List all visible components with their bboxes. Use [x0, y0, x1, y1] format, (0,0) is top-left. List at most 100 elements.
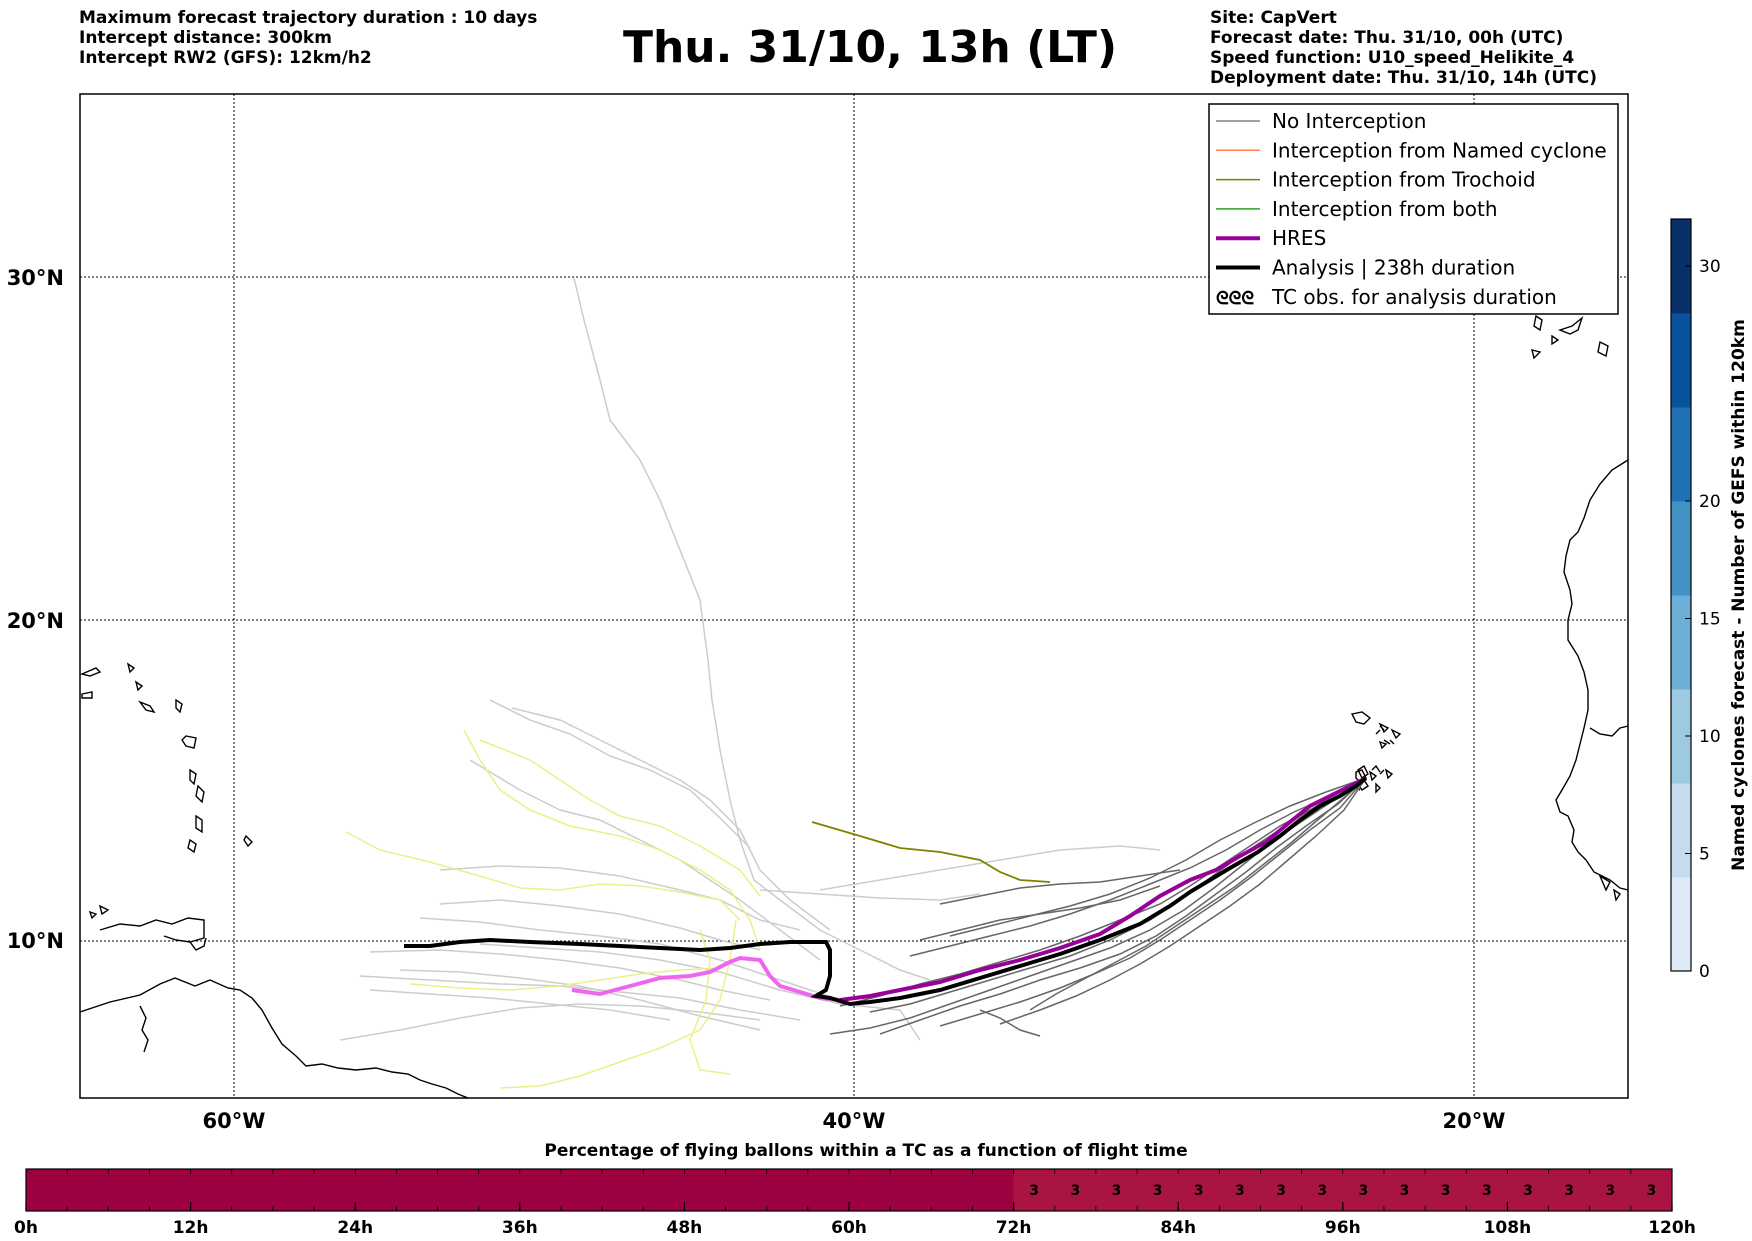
track	[979, 1009, 1041, 1037]
cyclone-symbol-icon: ᘓᘓᘓ	[1216, 288, 1254, 309]
track	[759, 889, 981, 901]
trajectories-yellow	[345, 729, 761, 1089]
legend-label: Interception from Named cyclone	[1272, 138, 1607, 162]
hres-track-early	[571, 955, 841, 1002]
timeline-tick-label: 120h	[1648, 1218, 1696, 1238]
colorbar-tick-label: 15	[1699, 610, 1721, 630]
venezuela-islands	[99, 917, 205, 943]
south-america-coast	[80, 977, 469, 1098]
trajectory-trochoid-interception	[811, 821, 1051, 883]
track	[339, 1003, 761, 1041]
speed-function: Speed function: U10_speed_Helikite_4	[1210, 48, 1575, 68]
legend-box	[1208, 103, 1619, 315]
timeline-cell-value: 3	[1112, 1183, 1122, 1199]
caribbean-islets	[80, 662, 253, 920]
legend-item: Interception from both	[1216, 197, 1498, 221]
timeline-tick-label: 84h	[1160, 1218, 1196, 1238]
hres-track	[839, 776, 1367, 1002]
colorbar-cell	[1671, 407, 1691, 502]
timeline-tick-label: 48h	[667, 1218, 703, 1238]
timeline-tick-label: 60h	[831, 1218, 867, 1238]
timeline-title: Percentage of flying ballons within a TC…	[544, 1141, 1187, 1161]
timeline-cell-value: 3	[1194, 1183, 1204, 1199]
timeline-tick-label: 24h	[337, 1218, 373, 1238]
legend-label: No Interception	[1272, 109, 1426, 133]
lat-label-20n: 20°N	[7, 609, 64, 633]
timeline-tick-label: 12h	[173, 1218, 209, 1238]
colorbar-tick-label: 5	[1699, 845, 1710, 865]
colorbar-cell	[1671, 595, 1691, 690]
colorbar-cell	[1671, 877, 1691, 972]
track	[939, 777, 1367, 1027]
legend-item: Interception from Named cyclone	[1216, 138, 1607, 162]
forecast-parameters: Maximum forecast trajectory duration : 1…	[79, 8, 537, 68]
senegal-coast	[1589, 725, 1628, 737]
track	[819, 845, 1161, 891]
canary-islands	[1531, 314, 1609, 360]
track	[689, 929, 731, 1075]
timeline-cell-value: 3	[1317, 1183, 1327, 1199]
colorbar-cell	[1671, 501, 1691, 596]
legend-label: HRES	[1272, 226, 1326, 250]
track	[511, 707, 831, 931]
param-duration: Maximum forecast trajectory duration : 1…	[79, 8, 538, 28]
legend-item: ᘓᘓᘓ TC obs. for analysis duration	[1216, 285, 1557, 309]
legend-label: Interception from both	[1272, 197, 1498, 221]
site-info: Site: CapVert Forecast date: Thu. 31/10,…	[1210, 8, 1597, 88]
legend: No Interception Interception from Named c…	[1208, 103, 1619, 315]
colorbar-label: Named cyclones forecast - Number of GEFS…	[1729, 319, 1749, 871]
lat-label-10n: 10°N	[7, 929, 64, 953]
coastlines	[80, 314, 1628, 1098]
guyana-coast	[139, 1005, 149, 1053]
cape-verde-south	[1357, 764, 1369, 780]
colorbar-cell	[1671, 689, 1691, 784]
legend-item: No Interception	[1216, 109, 1426, 133]
track	[1029, 777, 1367, 1011]
flight-time-timeline: Percentage of flying ballons within a TC…	[14, 1141, 1696, 1238]
site-name: Site: CapVert	[1210, 8, 1337, 28]
timeline-tick-label: 108h	[1484, 1218, 1532, 1238]
lon-label-60w: 60°W	[203, 1109, 266, 1133]
legend-label: Analysis | 238h duration	[1272, 256, 1515, 280]
timeline-tick-label: 0h	[14, 1218, 38, 1238]
track	[573, 277, 931, 981]
lesser-antilles	[181, 735, 205, 854]
track	[499, 919, 737, 1089]
legend-item: Analysis | 238h duration	[1216, 256, 1515, 280]
lat-label-30n: 30°N	[7, 266, 64, 290]
track	[369, 949, 771, 1001]
trinidad	[189, 937, 207, 951]
colorbar-frame	[1670, 218, 1692, 972]
timeline-cell-value: 3	[1605, 1183, 1615, 1199]
timeline-tick-label: 96h	[1325, 1218, 1361, 1238]
colorbar-tick-label: 30	[1699, 257, 1721, 277]
colorbar-tick-label: 20	[1699, 492, 1721, 512]
colorbar: 0 5 10 15 20 30 Named cyclones forecast - Num…	[1670, 218, 1749, 982]
timeline-cell-value: 3	[1153, 1183, 1163, 1199]
analysis-track	[404, 776, 1368, 1007]
lon-label-20w: 20°W	[1443, 1109, 1506, 1133]
forecast-date: Forecast date: Thu. 31/10, 00h (UTC)	[1210, 28, 1564, 48]
track	[439, 865, 801, 931]
colorbar-cell	[1671, 219, 1691, 314]
timeline-cell-value: 3	[1647, 1183, 1657, 1199]
timeline-cell-value: 3	[1359, 1183, 1369, 1199]
lon-label-40w: 40°W	[823, 1109, 886, 1133]
timeline-cell-value: 3	[1564, 1183, 1574, 1199]
timeline-cell-value: 3	[1482, 1183, 1492, 1199]
track	[999, 777, 1367, 1025]
page-title: Thu. 31/10, 13h (LT)	[622, 22, 1118, 73]
timeline-tick-label: 36h	[502, 1218, 538, 1238]
timeline-cell-value: 3	[1523, 1183, 1533, 1199]
track	[909, 777, 1367, 957]
timeline-cell-value: 3	[1029, 1183, 1039, 1199]
colorbar-tick-label: 0	[1699, 962, 1710, 982]
deployment-date: Deployment date: Thu. 31/10, 14h (UTC)	[1210, 68, 1597, 88]
colorbar-cell	[1671, 313, 1691, 408]
track	[463, 729, 761, 951]
timeline-cell-value: 3	[1400, 1183, 1410, 1199]
track	[369, 989, 671, 1021]
colorbar-cell	[1671, 783, 1691, 878]
legend-label: Interception from Trochoid	[1272, 168, 1536, 192]
